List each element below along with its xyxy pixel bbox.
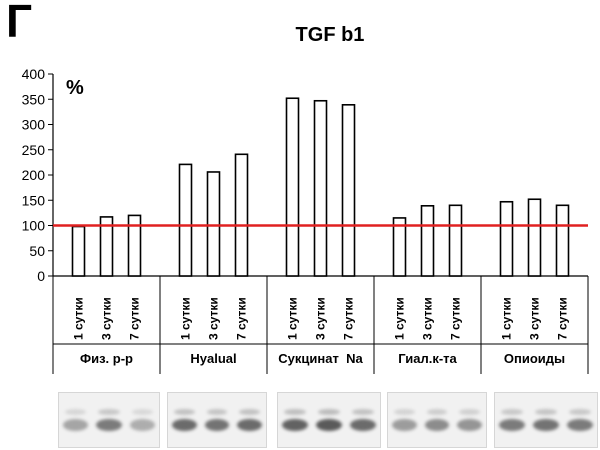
bar: [499, 200, 514, 277]
blot-band-faint: [352, 409, 374, 415]
blot-band-faint: [239, 409, 260, 415]
x-tick-label: 1 сутки: [286, 297, 300, 340]
bar: [127, 214, 142, 277]
blot-band: [204, 419, 230, 431]
blot-band-faint: [569, 409, 591, 415]
x-tick-label: 1 сутки: [72, 297, 86, 340]
x-tick-label: 3 сутки: [100, 297, 114, 340]
blot-band: [129, 419, 155, 431]
group-label: Физ. р-р: [80, 351, 133, 366]
group-label: Гиал.к-та: [398, 351, 457, 366]
chart-title: TGF b1: [295, 24, 365, 46]
blot-band: [63, 419, 89, 431]
blot-band: [499, 419, 525, 431]
blot-band-faint: [535, 409, 557, 415]
blot-band-faint: [394, 409, 415, 415]
bar: [555, 204, 570, 277]
y-tick-label: 100: [22, 218, 46, 234]
blot-band-faint: [98, 409, 120, 415]
blot-band-faint: [174, 409, 195, 415]
bar: [448, 204, 463, 277]
blot-panel: [387, 392, 487, 448]
x-tick-label: 3 сутки: [314, 297, 328, 340]
blot-band-faint: [284, 409, 306, 415]
blot-band-faint: [318, 409, 340, 415]
bar-chart: % 0 50 100 150 200 250 300 350 400 1 сутки 3 сутки…: [22, 66, 589, 374]
y-tick-label: 50: [29, 243, 45, 259]
y-tick-label: 150: [22, 192, 46, 208]
x-tick-label: 7 сутки: [342, 297, 356, 340]
blot-band: [316, 419, 342, 431]
y-tick-label: 200: [22, 167, 46, 183]
bar: [285, 97, 300, 277]
blot-band: [237, 419, 262, 431]
x-tick-label: 1 сутки: [393, 297, 407, 340]
bar: [206, 171, 221, 277]
blot-band: [282, 419, 308, 431]
group-label: Сукцинат Na: [278, 351, 363, 366]
blot-band-faint: [501, 409, 523, 415]
x-tick-label: 3 сутки: [421, 297, 435, 340]
blot-band: [96, 419, 122, 431]
blot-band: [533, 419, 559, 431]
y-tick-label: 300: [22, 117, 46, 133]
blot-band: [350, 419, 376, 431]
blot-band-faint: [131, 409, 153, 415]
y-tick-label: 0: [37, 268, 45, 284]
bar: [313, 99, 328, 277]
bar: [99, 216, 114, 277]
blot-band-faint: [65, 409, 87, 415]
blot-band: [172, 419, 197, 431]
bar: [527, 198, 542, 277]
blot-band-faint: [459, 409, 480, 415]
group-label: Опиоиды: [504, 351, 565, 366]
group-label: Hyalual: [190, 351, 236, 366]
x-tick-label: 7 сутки: [235, 297, 249, 340]
y-axis-label: %: [66, 77, 84, 99]
bar: [420, 205, 435, 277]
x-tick-label: 3 сутки: [207, 297, 221, 340]
blot-panel: [494, 392, 598, 448]
x-tick-label: 7 сутки: [128, 297, 142, 340]
panel-letter: Г: [6, 0, 33, 47]
blot-panel: [277, 392, 381, 448]
y-tick-label: 400: [22, 66, 46, 82]
bar: [341, 104, 356, 277]
blot-panel: [167, 392, 267, 448]
y-tick-label: 250: [22, 142, 46, 158]
bar: [234, 153, 249, 277]
blot-band-faint: [426, 409, 448, 415]
x-tick-label: 1 сутки: [500, 297, 514, 340]
y-tick-label: 350: [22, 91, 46, 107]
blot-band: [392, 419, 417, 431]
blot-band: [424, 419, 450, 431]
bar: [392, 217, 407, 277]
blot-panel: [58, 392, 160, 448]
x-tick-label: 3 сутки: [528, 297, 542, 340]
blot-band: [457, 419, 482, 431]
bar: [71, 225, 86, 277]
x-tick-label: 7 сутки: [449, 297, 463, 340]
blot-band: [567, 419, 593, 431]
blot-band-faint: [206, 409, 228, 415]
bar: [178, 163, 193, 277]
x-tick-label: 1 сутки: [179, 297, 193, 340]
x-tick-label: 7 сутки: [556, 297, 570, 340]
